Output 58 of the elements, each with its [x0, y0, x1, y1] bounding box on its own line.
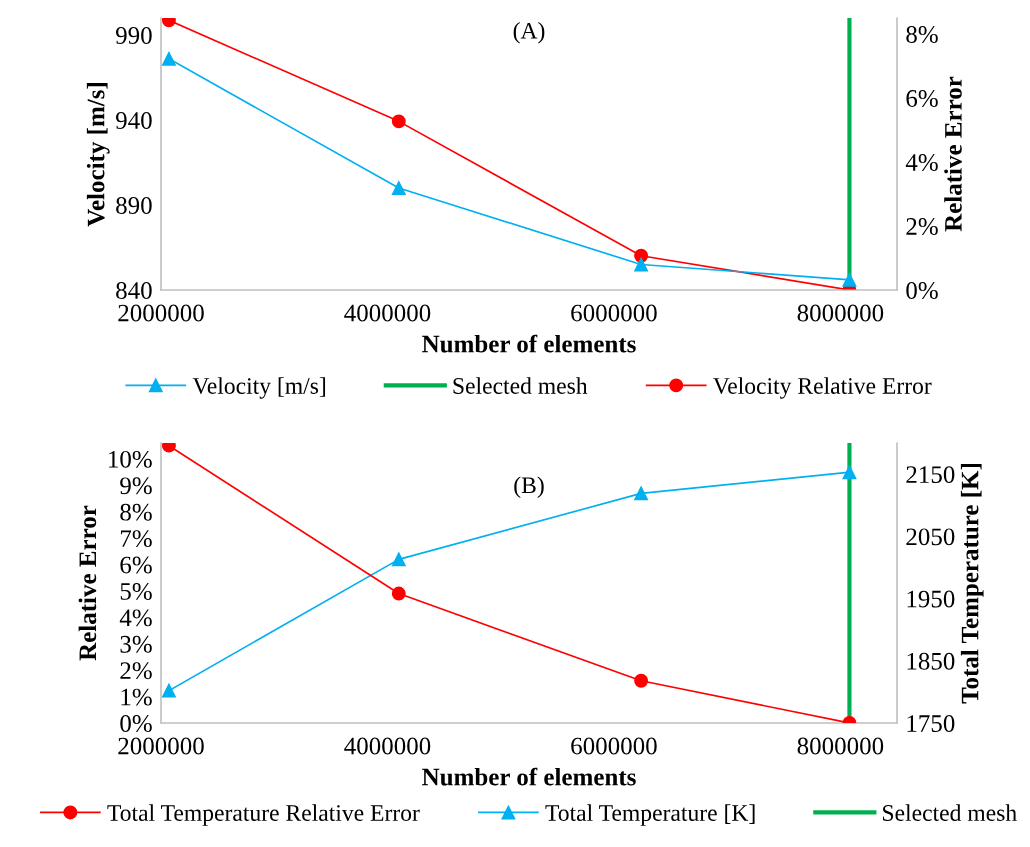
- y2-axis-title: Total Temperature [K]: [960, 464, 984, 704]
- point: [634, 257, 649, 272]
- y2-tick-label: 4%: [905, 154, 938, 171]
- y2-tick-label: 1950: [907, 590, 955, 608]
- y-tick-label: 940: [115, 112, 152, 129]
- y2-tick-label: 6%: [906, 90, 938, 107]
- y-tick-label: 4%: [119, 609, 152, 627]
- y-tick-label: 9%: [120, 477, 152, 495]
- text: (B): [514, 476, 544, 499]
- point: [634, 486, 649, 501]
- y2-tick-label: 1850: [907, 652, 955, 670]
- y-tick-label: 8%: [120, 503, 152, 521]
- y-tick-label: 3%: [120, 635, 152, 653]
- y-tick-label: 890: [116, 197, 152, 214]
- chart-title: (A): [513, 22, 545, 44]
- point: [391, 181, 406, 195]
- y2-tick-label: 0%: [906, 282, 938, 299]
- y-tick-label: 1%: [121, 688, 152, 706]
- y-tick-label: 0%: [120, 715, 152, 732]
- x-tick-label: 6000000: [571, 304, 657, 322]
- y-tick-label: 2%: [120, 662, 152, 680]
- y-tick-label: 990: [115, 27, 152, 44]
- x-axis-title: Number of elements: [422, 767, 636, 786]
- y-axis-title: Velocity [m/s]: [86, 83, 110, 227]
- y-tick-label: 6%: [120, 556, 152, 574]
- legend-label: Selected mesh: [883, 804, 1017, 821]
- x-tick-label: 2000000: [118, 737, 204, 755]
- legend-label: Total Temperature [K]: [545, 804, 755, 826]
- legend-label: Total Temperature Relative Error: [107, 804, 420, 826]
- point: [391, 552, 406, 567]
- x-tick-label: 4000000: [344, 737, 431, 755]
- legend-label: Velocity [m/s]: [192, 377, 326, 399]
- y-axis-title: Relative Error: [78, 505, 97, 661]
- x-tick-label: 4000000: [344, 304, 431, 322]
- y-tick-label: 5%: [120, 582, 152, 600]
- point: [842, 465, 857, 480]
- x-tick-label: 8000000: [797, 304, 884, 322]
- legend-label: Velocity Relative Error: [713, 377, 932, 399]
- y-tick-label: 10%: [109, 450, 152, 468]
- point: [161, 683, 176, 698]
- y-tick-label: 7%: [120, 530, 152, 548]
- y-tick-label: 840: [116, 282, 152, 299]
- point: [391, 114, 406, 129]
- y2-tick-label: 2%: [906, 218, 938, 235]
- x-axis-title: Number of elements: [422, 334, 636, 353]
- x-tick-label: 2000000: [118, 304, 204, 322]
- point: [161, 51, 176, 66]
- point: [391, 586, 406, 601]
- y2-axis-title: Relative Error: [944, 76, 962, 232]
- x-tick-label: 6000000: [571, 737, 657, 755]
- point: [842, 272, 857, 287]
- y2-tick-label: 2050: [906, 528, 955, 546]
- y2-tick-label: 8%: [906, 26, 938, 43]
- point: [634, 673, 649, 688]
- x-tick-label: 8000000: [797, 737, 884, 755]
- y2-tick-label: 1750: [907, 715, 955, 732]
- legend-label: Selected mesh: [453, 377, 588, 394]
- y2-tick-label: 2150: [906, 466, 955, 484]
